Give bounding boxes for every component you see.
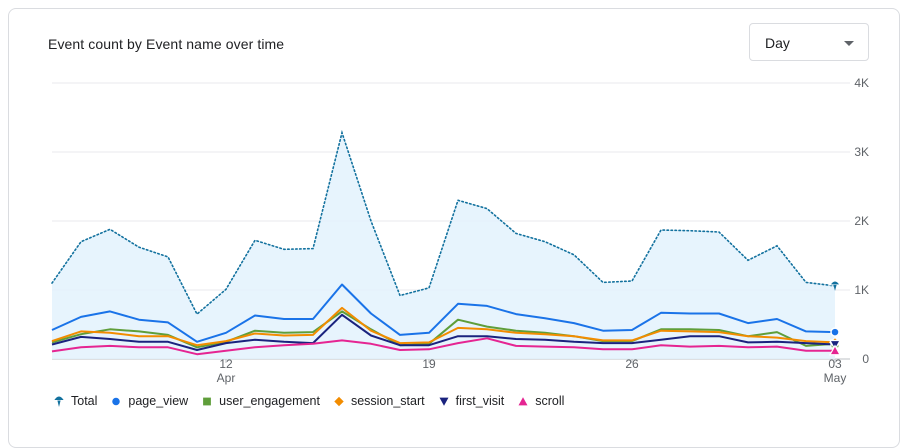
end-marker <box>332 395 346 408</box>
granularity-value: Day <box>765 35 790 51</box>
y-tick-label: 0 <box>862 352 869 366</box>
series-line-page-view <box>51 283 836 343</box>
end-marker <box>437 396 451 408</box>
x-tick-label-month: May <box>824 371 847 385</box>
legend-triangle-down-icon <box>437 396 451 408</box>
pin-head <box>52 395 66 401</box>
series-line-scroll <box>51 337 835 356</box>
end-marker <box>111 396 122 407</box>
end-marker <box>828 344 842 356</box>
chart-legend: Total page_view user_engagement session_sta… <box>52 394 576 408</box>
series-line-total <box>51 129 836 316</box>
legend-item-session-start[interactable]: session_start <box>332 394 425 408</box>
chart-title: Event count by Event name over time <box>48 36 285 52</box>
end-marker <box>516 394 530 407</box>
caret-down-icon <box>844 41 854 46</box>
x-tick-label-month: Apr <box>217 371 236 385</box>
legend-square-icon <box>202 396 213 407</box>
legend-label: page_view <box>128 394 189 408</box>
pin-head <box>829 280 841 286</box>
legend-label: Total <box>71 394 98 408</box>
pin-stem <box>57 400 61 407</box>
series-line-first-visit <box>51 313 836 351</box>
legend-label: scroll <box>535 394 565 408</box>
x-tick-label-day: 19 <box>422 357 436 371</box>
legend-label: session_start <box>350 394 425 408</box>
legend-label: first_visit <box>455 394 505 408</box>
legend-circle-icon <box>111 396 122 407</box>
granularity-dropdown[interactable]: Day <box>749 23 869 61</box>
legend-item-total[interactable]: Total <box>52 394 97 408</box>
end-marker <box>52 395 66 407</box>
legend-diamond-icon <box>332 395 346 408</box>
legend-pin-icon <box>52 395 66 407</box>
legend-item-user-engagement[interactable]: user_engagement <box>200 394 320 408</box>
pin-stem <box>833 284 837 291</box>
legend-item-page-view[interactable]: page_view <box>109 394 188 408</box>
end-marker <box>829 280 841 291</box>
x-tick-label-day: 12 <box>219 357 233 371</box>
legend-label: user_engagement <box>219 394 320 408</box>
y-tick-label: 1K <box>854 283 869 297</box>
end-marker <box>830 327 840 337</box>
y-tick-label: 3K <box>854 145 869 159</box>
legend-item-first-visit[interactable]: first_visit <box>437 394 505 408</box>
series-line-session-start <box>51 306 836 347</box>
end-marker <box>202 396 213 407</box>
x-tick-label-day: 03 <box>828 357 842 371</box>
x-tick-label-day: 26 <box>625 357 639 371</box>
y-tick-label: 2K <box>854 214 869 228</box>
legend-item-scroll[interactable]: scroll <box>516 394 564 408</box>
legend-triangle-up-icon <box>516 394 530 407</box>
y-tick-label: 4K <box>854 76 869 90</box>
